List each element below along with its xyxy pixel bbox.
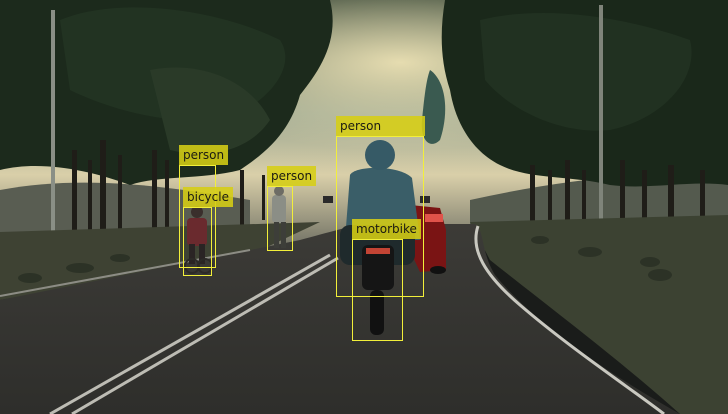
detection-label-motorbike: motorbike xyxy=(352,219,421,239)
detection-box-motorbike: motorbike xyxy=(352,219,421,341)
detection-box-person: person xyxy=(336,116,425,297)
detection-label-bicycle: bicycle xyxy=(183,187,233,207)
detection-label-person: person xyxy=(179,145,229,165)
detection-label-person: person xyxy=(267,166,317,186)
detection-box-bicycle: bicycle xyxy=(183,187,233,276)
detection-box-person: person xyxy=(179,145,229,268)
detection-label-person: person xyxy=(336,116,425,136)
detection-box-person: person xyxy=(267,166,317,251)
